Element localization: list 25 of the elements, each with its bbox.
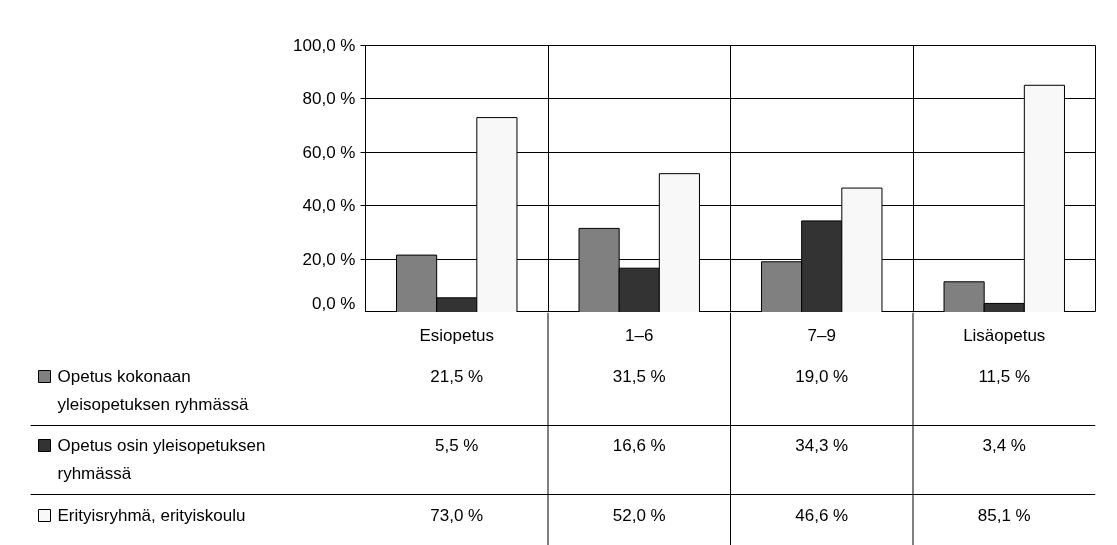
legend-label: Opetus osin yleisopetuksen ryhmässä [57,436,266,483]
data-label: 73,0 % [430,506,484,525]
data-label: 85,1 % [977,506,1031,525]
data-label: 16,6 % [612,436,666,455]
y-tick-label: 20,0 % [302,249,356,269]
x-tick-label: Esiopetus [419,326,495,345]
data-label: 3,4 % [982,436,1026,455]
data-label: 11,5 % [978,367,1031,386]
x-tick-label: Lisäopetus [963,326,1046,345]
legend-label: Erityisryhmä, erityiskoulu [57,506,246,525]
x-tick-label: 1–6 [625,326,654,345]
data-label: 5,5 % [435,436,479,455]
data-label: 31,5 % [612,367,666,386]
y-tick-label: 60,0 % [302,142,356,162]
data-label: 21,5 % [430,367,484,386]
legend-label: Opetus kokonaan yleisopetuksen ryhmässä [57,367,249,414]
data-label: 19,0 % [795,367,849,386]
y-tick-label: 0,0 % [312,293,356,313]
x-tick-label: 7–9 [807,326,836,345]
data-label: 52,0 % [612,506,666,525]
y-tick-label: 80,0 % [302,89,356,109]
y-tick-label: 40,0 % [302,196,356,216]
y-tick-label: 100,0 % [293,36,356,55]
data-label: 34,3 % [795,436,849,455]
data-label: 46,6 % [795,506,849,525]
